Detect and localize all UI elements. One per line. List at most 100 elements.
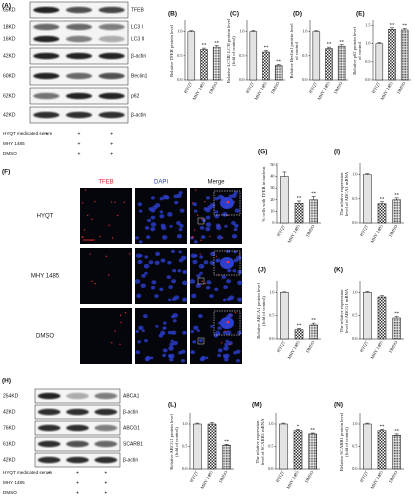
nucleus — [167, 330, 173, 335]
panel-letter: (L) — [168, 402, 176, 409]
nucleus — [205, 356, 209, 360]
nucleus — [144, 357, 150, 362]
x-tick-label: DMSO — [305, 340, 316, 353]
nucleus — [137, 259, 143, 265]
zoom-inset — [213, 310, 241, 336]
nucleus — [179, 208, 185, 213]
tfeb-signal — [229, 314, 232, 317]
nucleus — [205, 208, 211, 213]
nucleus — [216, 225, 222, 231]
nucleus — [192, 259, 198, 265]
nucleus — [169, 357, 174, 362]
tfeb-signal — [204, 200, 206, 203]
tfeb-signal — [119, 314, 122, 317]
treatment-sign: + — [110, 141, 113, 147]
nucleus — [169, 224, 173, 228]
bar — [337, 45, 346, 81]
tfeb-signal — [84, 189, 87, 191]
nucleus — [206, 280, 212, 285]
y-axis-label: (fold of control) — [231, 36, 236, 66]
panel-letter: (H) — [2, 378, 11, 385]
y-tick-label: 40 — [270, 174, 274, 179]
bar — [392, 199, 401, 224]
nucleus — [168, 298, 172, 302]
nucleus — [182, 280, 188, 286]
nucleus — [223, 298, 227, 302]
nucleus — [193, 325, 199, 331]
nucleus — [209, 260, 215, 266]
bar — [187, 31, 196, 81]
protein-name: β-actin — [131, 112, 146, 118]
x-tick-label: HYQT — [183, 81, 194, 94]
nucleus — [143, 314, 148, 319]
y-tick-label: 0.0 — [352, 336, 357, 341]
nucleus — [210, 324, 214, 328]
bar — [200, 49, 208, 81]
nucleus — [224, 357, 229, 362]
bar — [212, 46, 221, 81]
error-bar — [380, 429, 384, 431]
zoom-signal — [226, 260, 230, 264]
treatment-sign: + — [104, 490, 107, 496]
nucleus — [182, 330, 187, 335]
error-bar — [380, 201, 384, 204]
nucleus — [231, 234, 238, 239]
nucleus — [174, 200, 179, 205]
x-tick-label: MHY 1485 — [286, 223, 301, 243]
zoom-inset — [213, 190, 241, 216]
tfeb-signal — [229, 343, 231, 346]
tfeb-signal — [215, 255, 218, 258]
panel-letter: (E) — [356, 11, 365, 18]
micrograph — [80, 248, 132, 304]
tfeb-signal — [82, 236, 84, 238]
error-bar — [202, 47, 206, 50]
nucleus — [144, 226, 150, 230]
bar — [207, 423, 217, 470]
protein-name: p62 — [131, 93, 140, 99]
nucleus — [178, 351, 183, 355]
band — [33, 52, 60, 60]
significance: ** — [264, 46, 269, 51]
treatment-sign: + — [110, 151, 113, 157]
band-size: 42KD — [3, 457, 16, 463]
band — [37, 456, 61, 464]
condition-label: HYQT — [37, 214, 54, 220]
nucleus — [150, 226, 156, 232]
error-bar — [310, 432, 315, 434]
y-axis-label: (fold of control) — [174, 427, 179, 457]
x-tick-label: MHY 1485 — [286, 339, 301, 359]
y-tick-label: 0.5 — [365, 59, 370, 64]
band — [65, 23, 93, 31]
nucleus — [172, 319, 177, 323]
error-bar — [297, 328, 301, 330]
treatment-sign: + — [48, 470, 51, 476]
y-tick-label: 0.0 — [269, 336, 274, 341]
band-size: 16KD — [3, 36, 16, 42]
band — [94, 424, 118, 432]
tfeb-signal — [201, 218, 203, 221]
nucleus — [160, 330, 166, 336]
band — [98, 6, 125, 14]
nucleus — [139, 254, 143, 258]
nucleus — [159, 196, 164, 201]
nucleus — [237, 297, 243, 302]
tfeb-signal — [91, 280, 93, 283]
nucleus — [162, 348, 168, 353]
y-axis-label: Relative SCARB1 protein level — [339, 412, 344, 471]
error-bar — [394, 433, 399, 436]
nucleus — [224, 342, 230, 347]
nucleus — [198, 263, 205, 269]
band — [98, 52, 125, 60]
nucleus — [154, 203, 161, 208]
significance: ** — [394, 429, 399, 434]
zoom-signal — [226, 320, 230, 324]
y-tick-label: 30 — [270, 185, 274, 190]
y-tick-label: 0.0 — [365, 77, 370, 82]
y-tick-label: 0.0 — [268, 466, 273, 471]
nucleus — [136, 293, 142, 299]
nucleus — [163, 321, 167, 325]
significance: ** — [310, 429, 315, 434]
nucleus — [150, 285, 156, 290]
nucleus — [231, 193, 237, 198]
nucleus — [194, 254, 198, 258]
